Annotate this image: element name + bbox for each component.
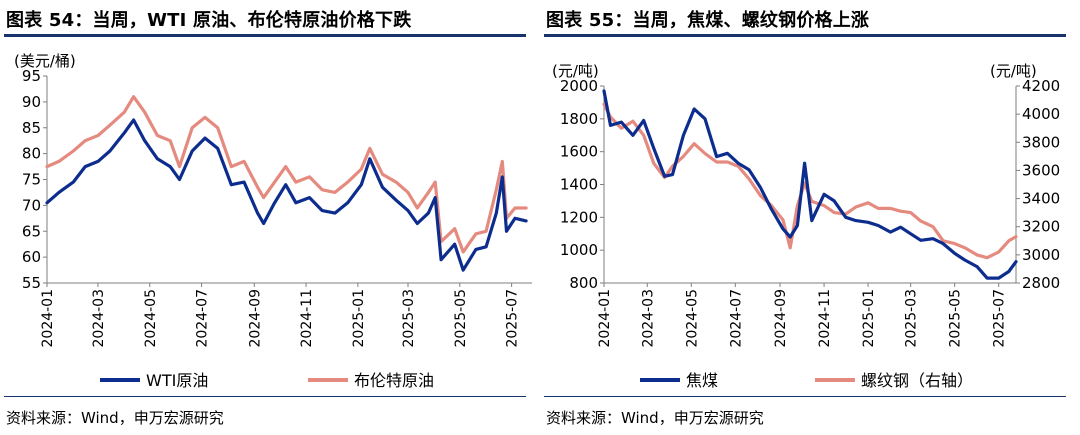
y-tick-label: 85	[22, 119, 41, 137]
legend-label: WTI原油	[146, 371, 208, 390]
y-unit-label: (元/吨)	[552, 62, 599, 80]
y-tick-label: 1800	[560, 110, 598, 128]
coal-steel-price-chart: 800 1000 1200 1400 1600 1800 2000 2800 3000 3200 3…	[552, 62, 1060, 390]
x-tick-label: 2025-03	[904, 289, 920, 348]
x-tick-label: 2025-01	[351, 289, 367, 348]
chart-title: 图表 54：当周，WTI 原油、布伦特原油价格下跌	[6, 10, 412, 31]
x-tick-label: 2025-05	[948, 289, 964, 348]
x-tick-label: 2025-07	[505, 289, 521, 348]
y-tick-label: 60	[22, 248, 41, 266]
y-tick-label: 1600	[560, 143, 598, 161]
y-right-tick-label: 3800	[1022, 133, 1060, 151]
x-tick-label: 2024-01	[597, 289, 613, 348]
y-tick-label: 80	[22, 145, 41, 163]
legend-label: 焦煤	[686, 371, 718, 390]
x-tick-label: 2024-11	[817, 289, 833, 348]
y-tick-label: 90	[22, 93, 41, 111]
y-unit-label: (美元/桶)	[14, 52, 76, 70]
x-tick-label: 2024-07	[728, 289, 744, 348]
y-right-tick-label: 4000	[1022, 105, 1060, 123]
y-tick-label: 55	[22, 274, 41, 292]
source-note: 资料来源：Wind，申万宏源研究	[546, 409, 764, 427]
y-right-unit-label: (元/吨)	[990, 62, 1037, 80]
x-tick-label: 2024-09	[247, 289, 263, 348]
x-tick-label: 2024-03	[91, 289, 107, 348]
x-tick-label: 2024-05	[684, 289, 700, 348]
series-line-1	[602, 89, 1018, 280]
x-tick-label: 2025-07	[992, 289, 1008, 348]
source-divider	[4, 396, 526, 397]
title-divider	[544, 34, 1066, 37]
x-tick-label: 2024-05	[143, 289, 159, 348]
x-tick-label: 2024-01	[40, 289, 56, 348]
legend-label: 布伦特原油	[354, 371, 434, 390]
source-note: 资料来源：Wind，申万宏源研究	[6, 409, 224, 427]
y-right-tick-label: 4200	[1022, 77, 1060, 95]
source-divider	[544, 396, 1066, 397]
x-tick-label: 2024-09	[773, 289, 789, 348]
y-tick-label: 2000	[560, 77, 598, 95]
y-right-tick-label: 3600	[1022, 161, 1060, 179]
series-line-2	[602, 102, 1018, 260]
series-line-1	[45, 118, 528, 272]
y-right-tick-label: 2800	[1022, 274, 1060, 292]
oil-price-chart: 55 60 65 70 75 80 85 90 95(美元/桶) 2024-01 2024-03 20…	[14, 52, 532, 390]
y-tick-label: 800	[569, 274, 598, 292]
x-tick-label: 2024-03	[640, 289, 656, 348]
chart-panel-right: 图表 55：当周，焦煤、螺纹钢价格上涨 800 1000 1200 1400 1600 1…	[540, 0, 1080, 435]
x-tick-label: 2024-07	[195, 289, 211, 348]
y-tick-label: 65	[22, 222, 41, 240]
legend-label: 螺纹钢（右轴）	[861, 371, 973, 390]
y-tick-label: 1400	[560, 176, 598, 194]
y-tick-label: 1000	[560, 241, 598, 259]
x-tick-label: 2025-01	[861, 289, 877, 348]
y-right-tick-label: 3200	[1022, 218, 1060, 236]
y-tick-label: 75	[22, 171, 41, 189]
title-divider	[4, 34, 526, 37]
x-tick-label: 2025-03	[401, 289, 417, 348]
chart-panel-left: 图表 54：当周，WTI 原油、布伦特原油价格下跌 55 60 65 70 75 80 85…	[4, 10, 532, 427]
x-tick-label: 2025-05	[453, 289, 469, 348]
series-line-2	[45, 95, 528, 254]
chart-title: 图表 55：当周，焦煤、螺纹钢价格上涨	[546, 10, 870, 31]
y-right-tick-label: 3000	[1022, 246, 1060, 264]
y-tick-label: 95	[22, 67, 41, 85]
y-tick-label: 1200	[560, 208, 598, 226]
x-tick-label: 2024-11	[299, 289, 315, 348]
y-right-tick-label: 3400	[1022, 190, 1060, 208]
y-tick-label: 70	[22, 196, 41, 214]
